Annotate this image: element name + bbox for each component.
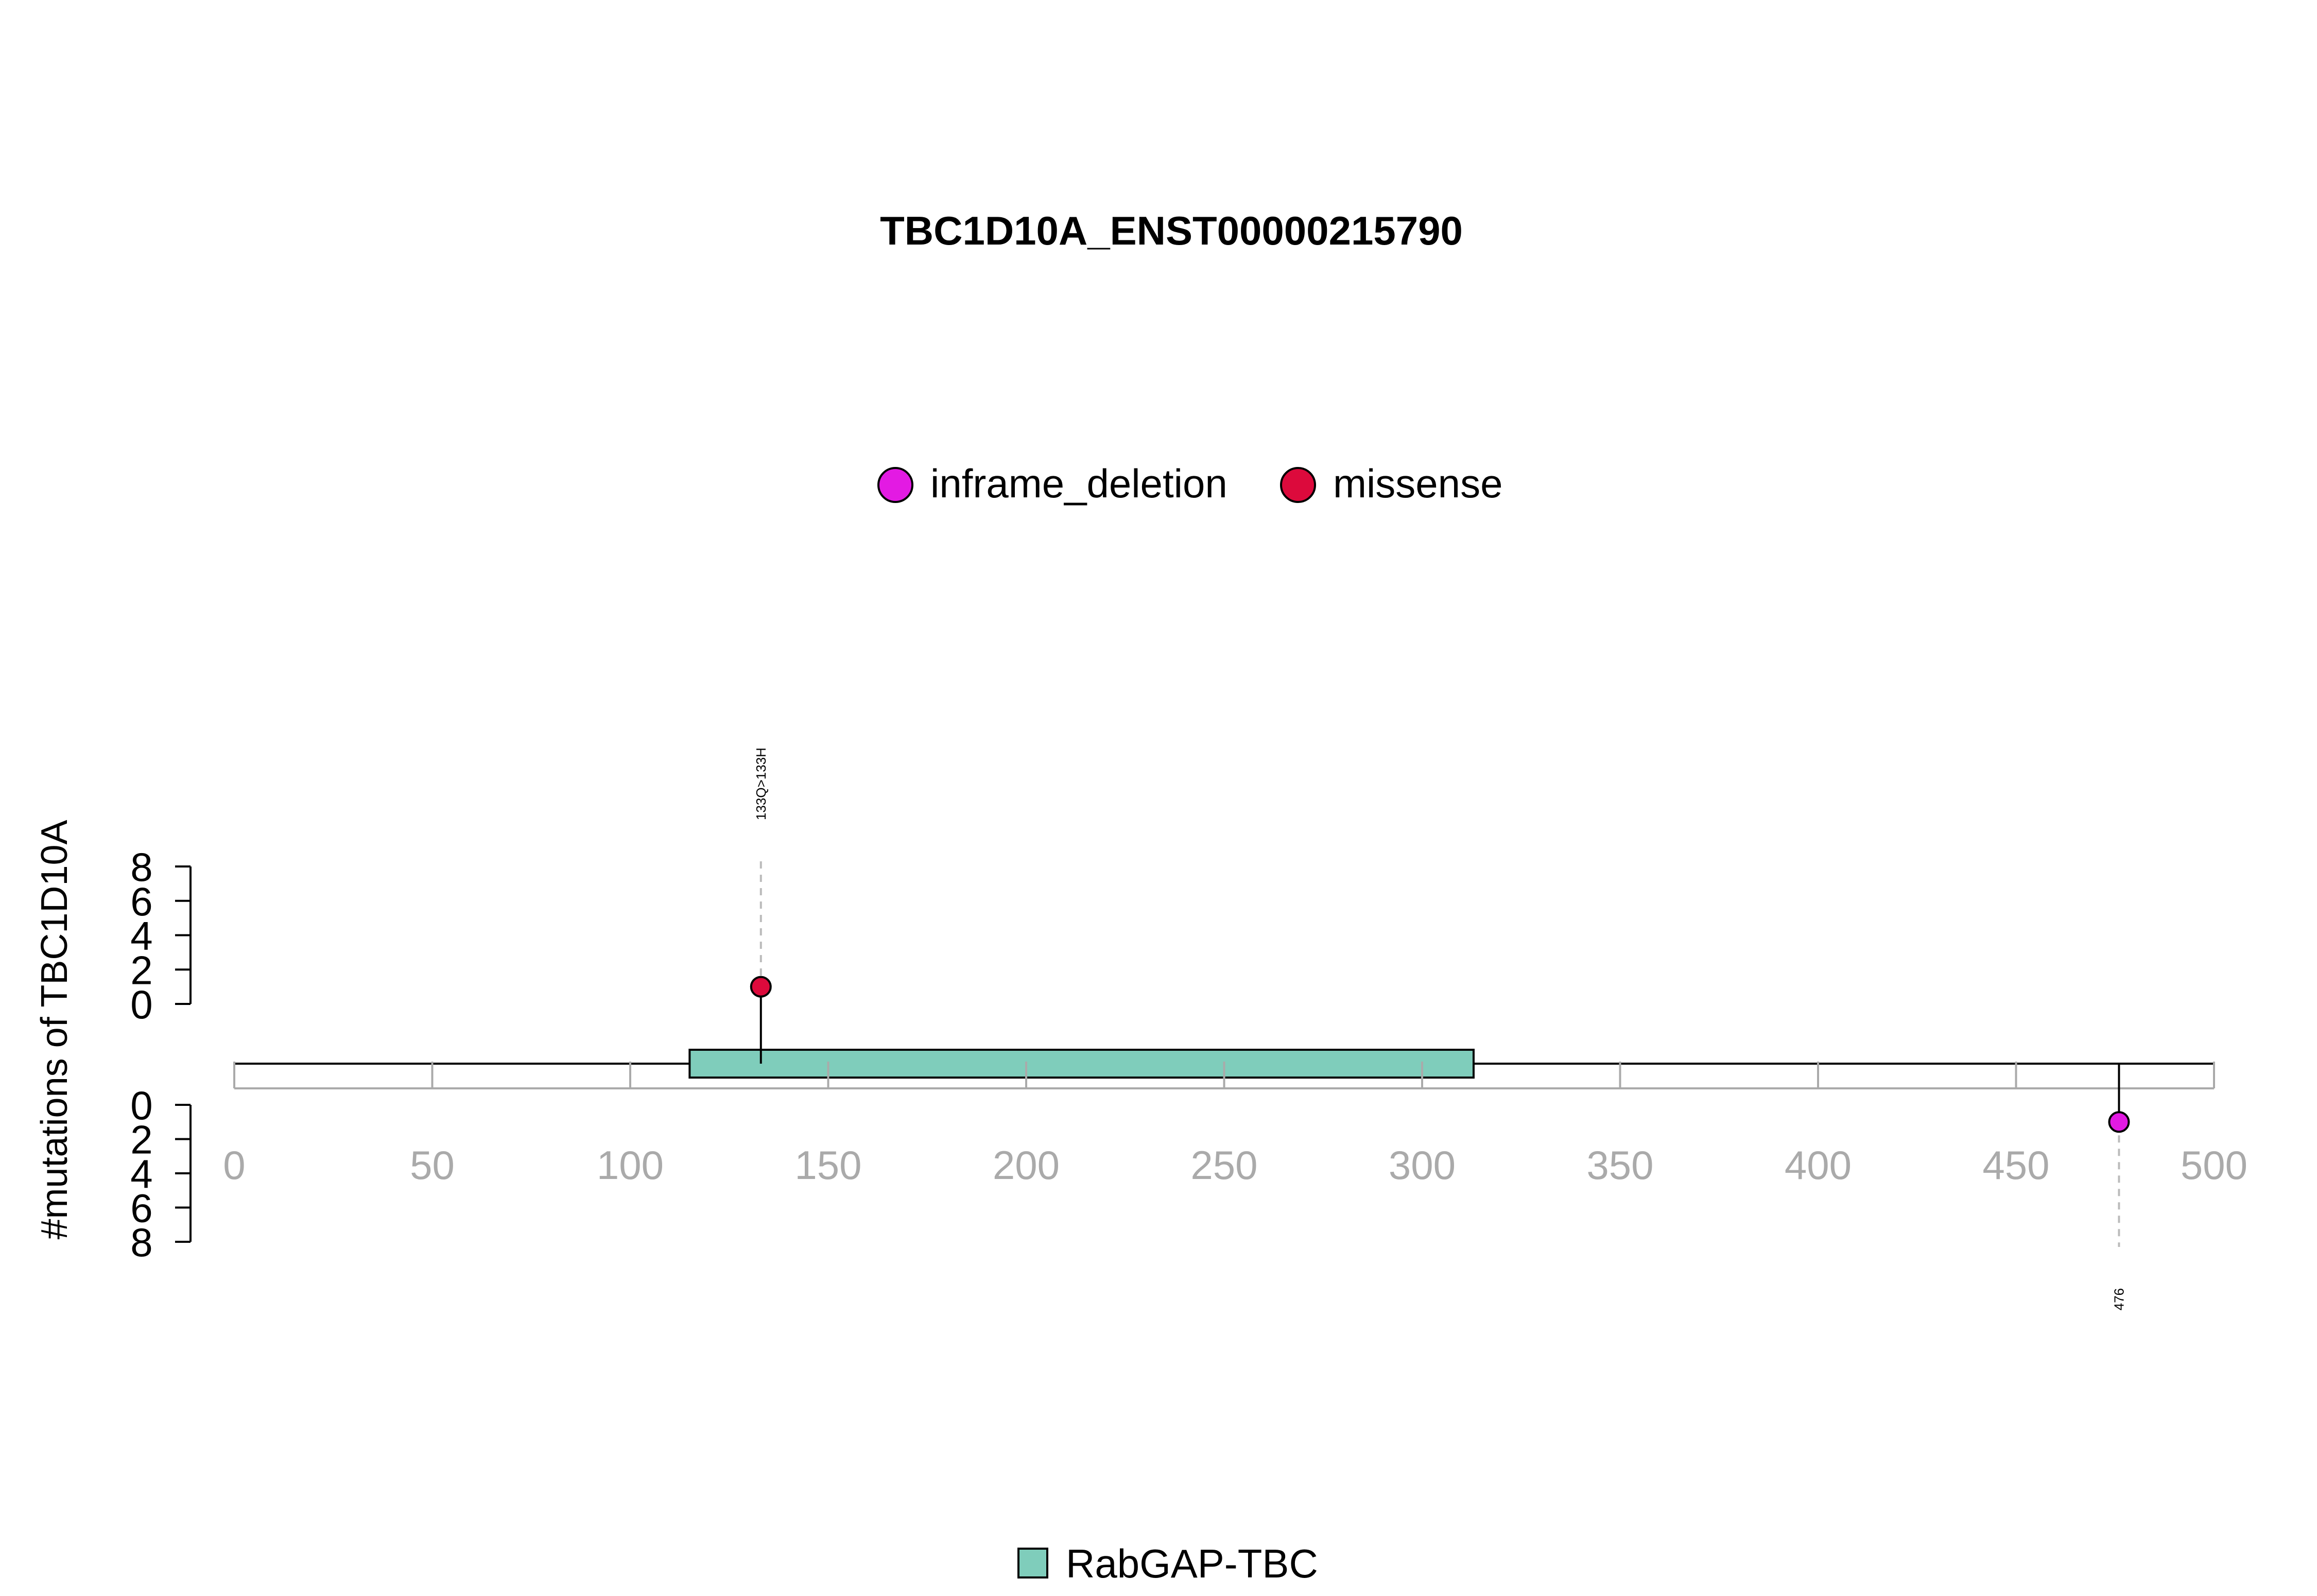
legend-label-inframe_deletion: inframe_deletion <box>930 461 1227 506</box>
legend-item-RabGAP-TBC: RabGAP-TBC <box>1017 1541 1318 1586</box>
legend-swatch-RabGAP-TBC <box>1017 1548 1048 1578</box>
x-tick-label-150: 150 <box>794 1142 861 1188</box>
x-tick-label-0: 0 <box>223 1142 245 1188</box>
domain-RabGAP-TBC <box>688 1049 1475 1079</box>
legend-label-missense: missense <box>1333 461 1502 506</box>
legend-swatch-missense <box>1280 467 1316 503</box>
y-axis-label: #mutations of TBC1D10A <box>34 820 75 1239</box>
x-axis: 0 50 100 150 200 250 300 350 400 450 500 <box>223 1062 2247 1188</box>
y-tick-label-top-8: 8 <box>130 844 152 890</box>
y-tick-label-top-4: 4 <box>130 913 152 959</box>
mutation-point-476 <box>2108 1111 2130 1133</box>
x-tick-label-200: 200 <box>993 1142 1060 1188</box>
mutation-476: 476 <box>2108 1064 2130 1310</box>
x-tick-label-450: 450 <box>1982 1142 2049 1188</box>
mutation-legend: inframe_deletion missense <box>877 461 1502 506</box>
y-tick-label-bottom-2: 2 <box>130 1117 152 1163</box>
x-tick-label-100: 100 <box>597 1142 664 1188</box>
y-tick-label-top-2: 2 <box>130 947 152 993</box>
legend-label-RabGAP-TBC: RabGAP-TBC <box>1066 1541 1318 1586</box>
x-tick-label-250: 250 <box>1190 1142 1257 1188</box>
x-tick-label-350: 350 <box>1586 1142 1653 1188</box>
mutation-133: 133Q>133H <box>750 748 772 1064</box>
chart-title: TBC1D10A_ENST00000215790 <box>880 208 1463 253</box>
y-tick-label-top-6: 6 <box>130 879 152 924</box>
x-tick-label-300: 300 <box>1389 1142 1456 1188</box>
legend-swatch-inframe_deletion <box>877 467 913 503</box>
y-tick-label-bottom-6: 6 <box>130 1186 152 1231</box>
x-tick-label-500: 500 <box>2181 1142 2247 1188</box>
y-tick-label-top-0: 0 <box>130 982 152 1027</box>
y-tick-label-bottom-8: 8 <box>130 1220 152 1265</box>
mutation-label-133: 133Q>133H <box>753 748 769 820</box>
y-tick-label-bottom-4: 4 <box>130 1151 152 1196</box>
x-tick-label-50: 50 <box>410 1142 455 1188</box>
mutation-lollipops: 133Q>133H 476 <box>750 748 2130 1310</box>
y-tick-label-bottom-0: 0 <box>130 1083 152 1128</box>
domain-legend: RabGAP-TBC <box>1017 1541 1318 1586</box>
legend-item-inframe_deletion: inframe_deletion <box>877 461 1227 506</box>
mutation-label-476: 476 <box>2111 1288 2126 1310</box>
legend-item-missense: missense <box>1280 461 1502 506</box>
x-tick-label-400: 400 <box>1785 1142 1852 1188</box>
mutation-point-133 <box>750 976 772 998</box>
